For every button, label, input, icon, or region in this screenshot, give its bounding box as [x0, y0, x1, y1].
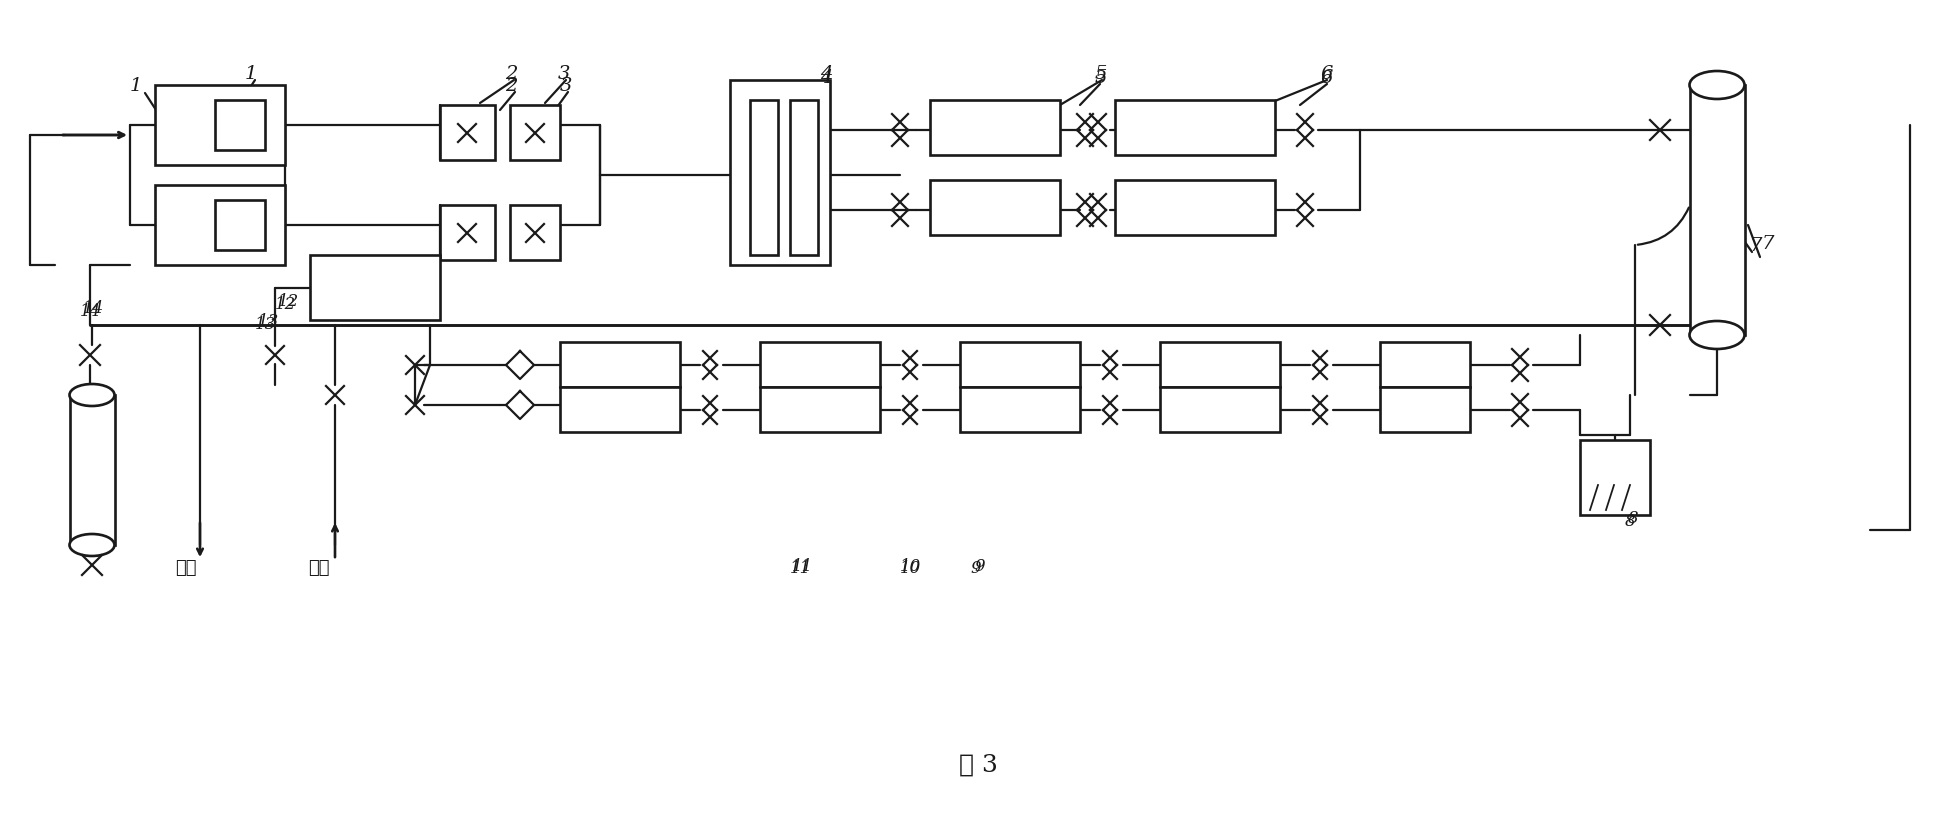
Bar [510, 205, 559, 260]
Text: 6: 6 [1320, 65, 1331, 83]
Bar [1159, 342, 1279, 387]
Bar [559, 387, 680, 432]
Text: 9: 9 [974, 558, 983, 575]
Text: 2: 2 [504, 65, 518, 83]
Bar [215, 200, 264, 250]
Bar [1114, 100, 1275, 155]
Bar [440, 105, 495, 160]
Bar [760, 387, 880, 432]
Text: 13: 13 [254, 316, 276, 333]
Text: 10: 10 [899, 558, 921, 575]
Bar [510, 105, 559, 160]
Text: 10: 10 [899, 560, 921, 577]
Text: 8: 8 [1627, 510, 1638, 527]
Text: 2: 2 [504, 77, 518, 95]
Bar [749, 100, 778, 255]
Bar [70, 395, 115, 545]
Ellipse shape [1689, 321, 1744, 349]
Text: 1: 1 [244, 65, 258, 83]
Text: 补氩: 补氩 [307, 559, 328, 577]
Text: 12: 12 [278, 293, 299, 310]
Bar [1114, 180, 1275, 235]
Text: 6: 6 [1320, 69, 1331, 87]
Text: 5: 5 [1095, 65, 1107, 83]
Bar [729, 80, 829, 265]
Text: 4: 4 [819, 69, 833, 87]
Ellipse shape [70, 534, 115, 556]
Bar [960, 387, 1079, 432]
Ellipse shape [1689, 71, 1744, 99]
Text: 3: 3 [557, 65, 571, 83]
Ellipse shape [70, 384, 115, 406]
Text: 13: 13 [258, 313, 280, 330]
Bar [960, 342, 1079, 387]
Bar [154, 85, 285, 165]
Text: 测量: 测量 [174, 559, 196, 577]
Bar [154, 185, 285, 265]
Bar [1159, 387, 1279, 432]
Bar [929, 180, 1060, 235]
Bar [1689, 85, 1744, 335]
Text: 7: 7 [1750, 237, 1761, 255]
Text: 5: 5 [1095, 69, 1107, 87]
Text: 14: 14 [80, 303, 102, 320]
Bar [790, 100, 817, 255]
Bar [929, 100, 1060, 155]
Bar [1380, 387, 1470, 432]
Bar [440, 205, 495, 260]
Text: 4: 4 [819, 65, 833, 83]
Bar [1380, 342, 1470, 387]
Text: 7: 7 [1761, 235, 1773, 253]
Text: 8: 8 [1625, 513, 1634, 530]
Text: 11: 11 [790, 560, 811, 577]
Text: 9: 9 [970, 560, 979, 577]
Bar [760, 342, 880, 387]
Text: 1: 1 [129, 77, 143, 95]
Text: 11: 11 [792, 558, 813, 575]
Text: 14: 14 [82, 300, 104, 317]
Bar [559, 342, 680, 387]
Text: 12: 12 [276, 296, 295, 313]
Bar [309, 255, 440, 320]
Text: 3: 3 [559, 77, 573, 95]
Text: 图 3: 图 3 [958, 753, 997, 776]
Bar [1580, 440, 1650, 515]
Bar [215, 100, 264, 150]
